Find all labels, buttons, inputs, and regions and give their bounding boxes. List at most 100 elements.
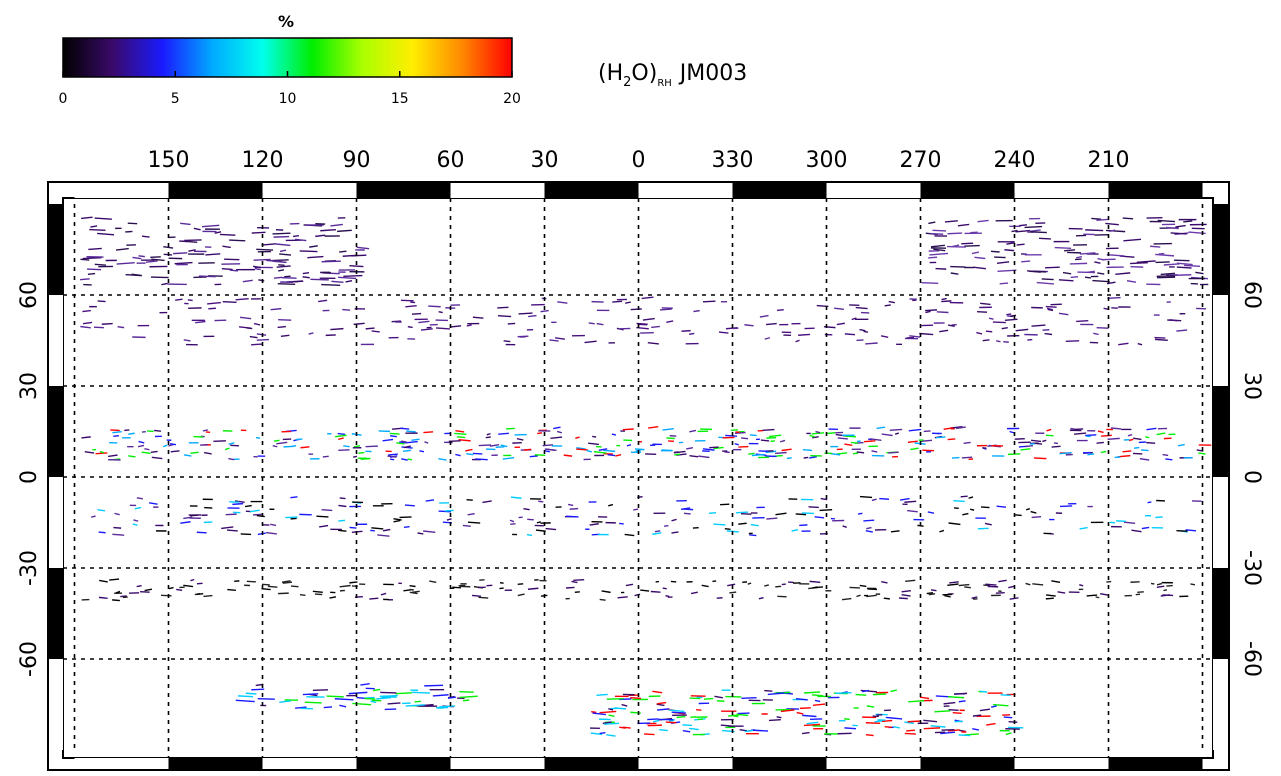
data-streak	[782, 584, 786, 585]
data-streak	[976, 333, 982, 334]
data-streak	[406, 431, 415, 432]
data-streak	[490, 445, 499, 446]
data-streak	[703, 301, 715, 302]
data-streak	[208, 308, 216, 309]
data-streak	[313, 591, 323, 592]
data-streak	[1101, 435, 1112, 436]
data-streak	[1151, 583, 1154, 584]
lat-tick-label: 60	[17, 281, 42, 309]
data-streak	[190, 580, 194, 581]
data-streak	[858, 513, 862, 514]
data-streak	[996, 341, 1000, 342]
data-streak	[184, 455, 191, 456]
data-streak	[369, 598, 378, 599]
data-streak	[193, 437, 203, 438]
data-streak	[557, 431, 562, 432]
data-streak	[618, 597, 628, 598]
data-streak	[447, 519, 452, 520]
colorbar-tick-label: 0	[59, 91, 68, 107]
data-streak	[585, 341, 597, 342]
lat-tick-label: 30	[17, 372, 42, 400]
data-streak	[114, 513, 119, 514]
data-streak	[460, 696, 478, 697]
data-streak	[96, 453, 108, 454]
lat-tick-label: -30	[17, 550, 42, 586]
data-streak	[674, 454, 680, 455]
data-streak	[253, 514, 263, 515]
data-streak	[1176, 330, 1187, 331]
data-streak	[949, 523, 961, 524]
data-streak	[866, 735, 874, 736]
data-streak	[89, 230, 105, 231]
data-streak	[236, 700, 255, 701]
data-streak	[1127, 281, 1136, 282]
data-streak	[844, 719, 850, 720]
frame-segment	[1213, 386, 1228, 477]
data-streak	[338, 505, 346, 506]
data-streak	[964, 442, 971, 443]
data-streak	[1105, 223, 1118, 224]
data-streak	[1138, 344, 1142, 345]
data-streak	[517, 439, 523, 440]
data-streak	[284, 276, 290, 277]
data-streak	[313, 690, 328, 691]
data-streak	[775, 513, 786, 514]
data-streak	[902, 591, 911, 592]
data-streak	[607, 699, 624, 700]
data-streak	[257, 340, 269, 341]
data-streak	[137, 586, 142, 587]
data-streak	[230, 270, 238, 271]
data-streak	[866, 531, 873, 532]
data-streak	[980, 303, 990, 304]
data-streak	[877, 427, 886, 428]
data-streak	[1142, 527, 1149, 528]
data-streak	[268, 586, 277, 587]
lat-tick-label: 30	[1239, 372, 1264, 400]
data-streak	[885, 727, 892, 728]
data-streak	[546, 529, 556, 530]
data-streak	[1076, 321, 1088, 322]
data-streak	[736, 512, 748, 513]
data-streak	[738, 713, 750, 714]
data-streak	[689, 728, 699, 729]
lon-tick-label: 150	[148, 148, 190, 173]
data-streak	[1184, 265, 1200, 266]
data-streak	[683, 509, 693, 510]
data-streak	[803, 450, 812, 451]
data-streak	[647, 719, 658, 720]
data-streak	[906, 730, 915, 731]
data-streak	[401, 300, 414, 301]
data-streak	[719, 332, 728, 333]
data-streak	[194, 228, 201, 229]
frame-segment	[545, 758, 639, 770]
data-streak	[197, 583, 203, 584]
data-streak	[1021, 449, 1031, 450]
data-streak	[608, 505, 613, 506]
frame-segment	[49, 568, 63, 659]
data-streak	[1032, 584, 1043, 585]
data-streak	[99, 532, 106, 533]
data-streak	[927, 593, 933, 594]
data-streak	[421, 329, 433, 330]
data-streak	[82, 311, 90, 312]
frame-segment	[49, 386, 63, 477]
data-streak	[270, 524, 276, 525]
data-streak	[545, 451, 550, 452]
frame-segment	[1213, 659, 1228, 750]
data-streak	[300, 595, 305, 596]
data-streak	[947, 584, 958, 585]
data-streak	[133, 524, 138, 525]
data-streak	[291, 586, 299, 587]
data-streak	[371, 528, 383, 529]
data-streak	[1063, 273, 1071, 274]
colorbar-tick-label: 10	[279, 91, 297, 107]
data-streak	[255, 269, 261, 270]
data-streak	[339, 705, 346, 706]
data-streak	[1032, 517, 1041, 518]
data-streak	[324, 707, 332, 708]
data-streak	[813, 704, 825, 705]
data-streak	[625, 534, 635, 535]
lon-tick-label: 30	[531, 148, 559, 173]
data-streak	[99, 597, 108, 598]
data-streak	[969, 497, 973, 498]
